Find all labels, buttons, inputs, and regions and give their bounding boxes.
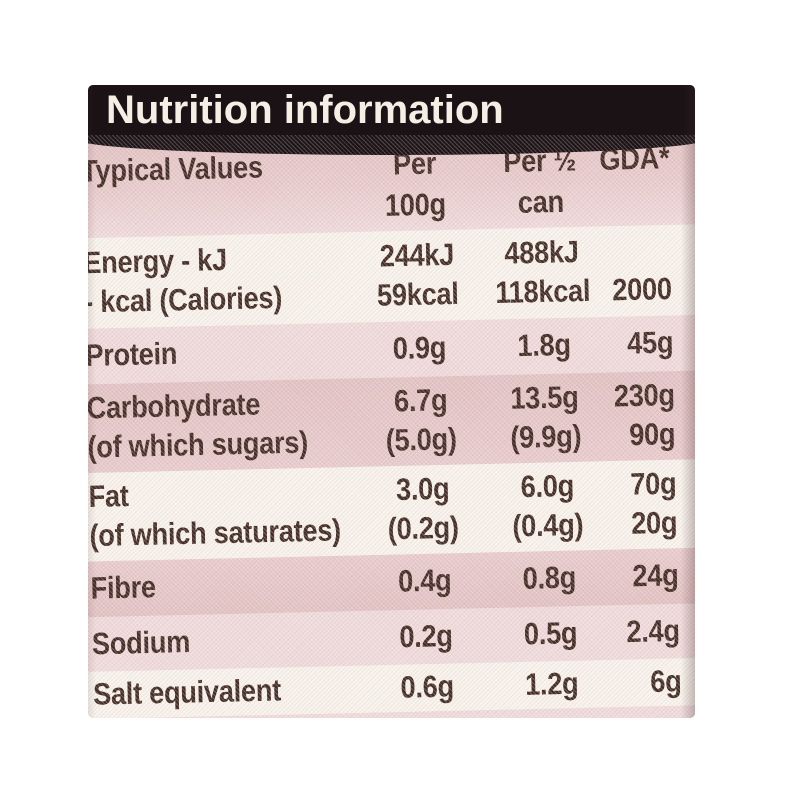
carbohydrate-sugars-label: (of which sugars) xyxy=(88,425,309,465)
energy-gda-value: 2000 xyxy=(612,272,673,308)
sugars-per-100g: (5.0g) xyxy=(385,422,457,458)
nutrition-title: Nutrition information xyxy=(106,87,504,132)
salt-per-100g-cell: 0.6g xyxy=(369,663,485,713)
header-bar-curve xyxy=(88,139,695,155)
typical-values-label: Typical Values xyxy=(88,150,264,189)
per-100g-line2: 100g xyxy=(384,187,447,224)
energy-gda-spacer xyxy=(671,231,672,270)
energy-kcal-per-half-can: 118kcal xyxy=(494,274,591,311)
saturates-per-100g: (0.2g) xyxy=(387,510,459,547)
fat-label-cell: Fat (of which saturates) xyxy=(88,467,366,562)
fat-gda-cell: 70g 20g xyxy=(613,459,695,550)
energy-per-half-can-cell: 488kJ 118kcal xyxy=(474,226,610,320)
energy-label-cell: Energy - kJ - kcal (Calories) xyxy=(88,232,361,329)
protein-per-100g-cell: 0.9g xyxy=(361,320,478,378)
nutrition-label-photo: Nutrition information Typical Values Per… xyxy=(88,85,695,718)
salt-per-half-can: 1.2g xyxy=(524,666,579,703)
fibre-gda: 24g xyxy=(632,558,680,594)
energy-label-kj: Energy - kJ xyxy=(88,243,228,281)
energy-gda-cell: 2000 xyxy=(608,224,695,317)
carbohydrate-per-100g: 6.7g xyxy=(393,383,448,419)
sodium-per-half-can-cell: 0.5g xyxy=(483,605,618,663)
protein-per-half-can: 1.8g xyxy=(516,328,571,364)
fibre-label-cell: Fibre xyxy=(88,555,367,617)
fibre-per-half-can-cell: 0.8g xyxy=(481,550,616,609)
salt-gda: 6g xyxy=(649,664,682,700)
carbohydrate-label: Carbohydrate xyxy=(88,387,261,426)
energy-kj-per-100g: 244kJ xyxy=(379,238,455,274)
fibre-per-100g-cell: 0.4g xyxy=(366,553,483,611)
sugars-gda: 90g xyxy=(629,417,676,453)
energy-label-kcal: - kcal (Calories) xyxy=(88,281,283,320)
salt-per-100g: 0.6g xyxy=(399,669,454,705)
nutrition-table-clip: Typical Values Per 100g Per ½ can GDA* E… xyxy=(88,139,695,718)
protein-per-100g: 0.9g xyxy=(392,330,447,367)
salt-label-cell: Salt equivalent xyxy=(88,665,370,718)
carbohydrate-label-cell: Carbohydrate (of which sugars) xyxy=(88,378,364,473)
table-row-fat: Fat (of which saturates) 3.0g (0.2g) 6.0… xyxy=(88,458,695,562)
fibre-per-100g: 0.4g xyxy=(397,563,452,599)
saturates-per-half-can: (0.4g) xyxy=(511,508,584,544)
sodium-per-100g-cell: 0.2g xyxy=(367,608,484,665)
sugars-per-half-can: (9.9g) xyxy=(509,419,582,456)
fat-saturates-label: (of which saturates) xyxy=(89,513,342,554)
salt-label: Salt equivalent xyxy=(92,673,282,712)
fat-per-100g-cell: 3.0g (0.2g) xyxy=(364,464,481,555)
sodium-gda: 2.4g xyxy=(626,613,681,649)
energy-kj-per-half-can: 488kJ xyxy=(504,235,580,271)
carbohydrate-gda: 230g xyxy=(613,378,675,414)
salt-per-half-can-cell: 1.2g xyxy=(484,660,619,710)
fibre-per-half-can: 0.8g xyxy=(521,560,576,597)
fibre-label: Fibre xyxy=(90,570,157,606)
column-gda: GDA* xyxy=(599,139,695,226)
sodium-per-100g: 0.2g xyxy=(398,618,453,654)
saturates-gda: 20g xyxy=(631,505,678,542)
protein-gda: 45g xyxy=(626,325,674,361)
per-half-can-line2: can xyxy=(516,185,564,221)
nutrition-header-bar: Nutrition information xyxy=(88,85,695,155)
sodium-label-cell: Sodium xyxy=(88,611,369,672)
protein-label: Protein xyxy=(88,337,178,374)
table-row-energy: Energy - kJ - kcal (Calories) 244kJ 59kc… xyxy=(88,224,695,330)
energy-per-100g-cell: 244kJ 59kcal xyxy=(359,229,476,322)
sodium-label: Sodium xyxy=(91,624,191,661)
sodium-per-half-can: 0.5g xyxy=(523,615,578,652)
salt-gda-cell: 6g xyxy=(618,658,695,707)
protein-gda-cell: 45g xyxy=(610,315,695,373)
energy-kcal-per-100g: 59kcal xyxy=(376,277,459,313)
fat-per-half-can-cell: 6.0g (0.4g) xyxy=(479,461,615,553)
carbohydrate-per-half-can: 13.5g xyxy=(510,380,580,416)
protein-label-cell: Protein xyxy=(88,323,362,385)
carbohydrate-per-100g-cell: 6.7g (5.0g) xyxy=(362,376,479,467)
fat-per-half-can: 6.0g xyxy=(519,469,574,505)
fibre-gda-cell: 24g xyxy=(615,548,695,606)
fat-label: Fat xyxy=(88,479,129,515)
fat-per-100g: 3.0g xyxy=(395,472,450,508)
carbohydrate-per-half-can-cell: 13.5g (9.9g) xyxy=(477,373,613,465)
carbohydrate-gda-cell: 230g 90g xyxy=(611,370,695,461)
table-row-carbohydrate: Carbohydrate (of which sugars) 6.7g (5.0… xyxy=(88,370,695,474)
fat-gda: 70g xyxy=(630,466,677,502)
nutrition-table: Typical Values Per 100g Per ½ can GDA* E… xyxy=(88,139,695,718)
protein-per-half-can-cell: 1.8g xyxy=(476,317,611,376)
sodium-gda-cell: 2.4g xyxy=(617,603,695,660)
